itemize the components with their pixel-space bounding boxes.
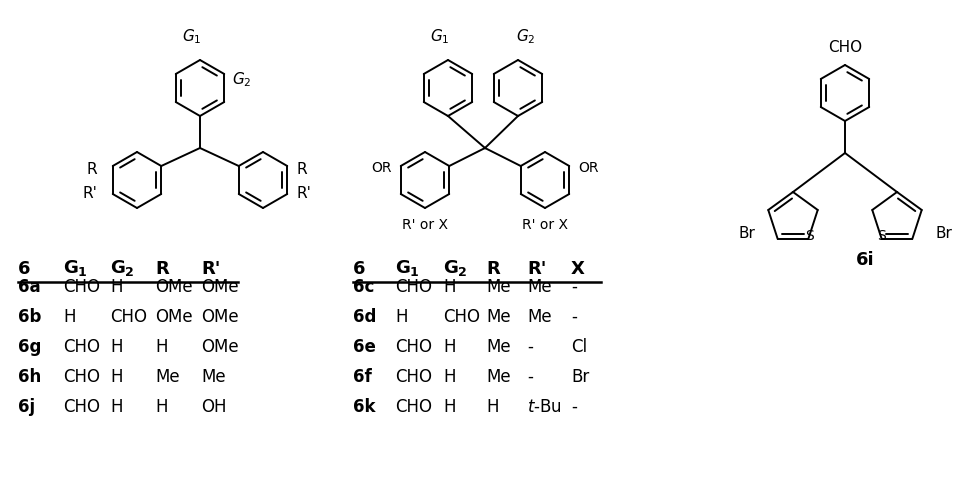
Text: Me: Me [486,368,511,386]
Text: S: S [805,229,813,243]
Text: OMe: OMe [155,308,193,326]
Text: OMe: OMe [201,278,238,296]
Text: H: H [110,278,122,296]
Text: OR: OR [371,161,392,175]
Text: Cl: Cl [571,338,587,356]
Text: OH: OH [201,398,226,416]
Text: -: - [571,308,577,326]
Text: Me: Me [201,368,225,386]
Text: H: H [443,338,456,356]
Text: Me: Me [486,278,511,296]
Text: R: R [86,162,97,177]
Text: CHO: CHO [395,338,432,356]
Text: H: H [110,338,122,356]
Text: Me: Me [527,278,552,296]
Text: $G_2$: $G_2$ [516,28,536,46]
Text: 6f: 6f [353,368,371,386]
Text: $\mathbf{G_1}$: $\mathbf{G_1}$ [395,258,419,278]
Text: H: H [395,308,408,326]
Text: H: H [63,308,75,326]
Text: OMe: OMe [201,308,238,326]
Text: CHO: CHO [63,338,100,356]
Text: X: X [571,260,585,278]
Text: 6g: 6g [18,338,41,356]
Text: H: H [443,278,456,296]
Text: -: - [527,368,533,386]
Text: R' or X: R' or X [402,218,448,232]
Text: $t$-Bu: $t$-Bu [527,398,562,416]
Text: 6e: 6e [353,338,376,356]
Text: CHO: CHO [110,308,147,326]
Text: CHO: CHO [63,398,100,416]
Text: H: H [110,398,122,416]
Text: CHO: CHO [443,308,480,326]
Text: H: H [155,398,168,416]
Text: 6: 6 [353,260,366,278]
Text: $G_1$: $G_1$ [430,28,450,46]
Text: $\mathbf{G_1}$: $\mathbf{G_1}$ [63,258,88,278]
Text: CHO: CHO [395,368,432,386]
Text: 6k: 6k [353,398,375,416]
Text: 6a: 6a [18,278,40,296]
Text: $G_1$: $G_1$ [182,28,202,46]
Text: Br: Br [935,227,952,242]
Text: CHO: CHO [63,368,100,386]
Text: 6b: 6b [18,308,41,326]
Text: R': R' [296,186,311,201]
Text: -: - [527,338,533,356]
Text: Me: Me [486,338,511,356]
Text: H: H [486,398,499,416]
Text: R: R [296,162,307,177]
Text: Br: Br [738,227,755,242]
Text: R' or X: R' or X [522,218,568,232]
Text: R: R [155,260,169,278]
Text: 6i: 6i [856,251,874,269]
Text: 6d: 6d [353,308,376,326]
Text: Br: Br [571,368,589,386]
Text: CHO: CHO [395,278,432,296]
Text: H: H [110,368,122,386]
Text: 6h: 6h [18,368,41,386]
Text: -: - [571,278,577,296]
Text: -: - [571,398,577,416]
Text: R': R' [82,186,97,201]
Text: $G_2$: $G_2$ [232,71,252,89]
Text: OMe: OMe [155,278,193,296]
Text: H: H [443,368,456,386]
Text: H: H [443,398,456,416]
Text: CHO: CHO [63,278,100,296]
Text: R: R [486,260,500,278]
Text: OR: OR [578,161,599,175]
Text: Me: Me [527,308,552,326]
Text: R': R' [527,260,547,278]
Text: S: S [877,229,885,243]
Text: Me: Me [486,308,511,326]
Text: OMe: OMe [201,338,238,356]
Text: 6: 6 [18,260,30,278]
Text: $\mathbf{G_2}$: $\mathbf{G_2}$ [443,258,467,278]
Text: Me: Me [155,368,179,386]
Text: H: H [155,338,168,356]
Text: CHO: CHO [395,398,432,416]
Text: CHO: CHO [828,40,862,55]
Text: 6c: 6c [353,278,374,296]
Text: $\mathbf{G_2}$: $\mathbf{G_2}$ [110,258,134,278]
Text: 6j: 6j [18,398,35,416]
Text: R': R' [201,260,220,278]
